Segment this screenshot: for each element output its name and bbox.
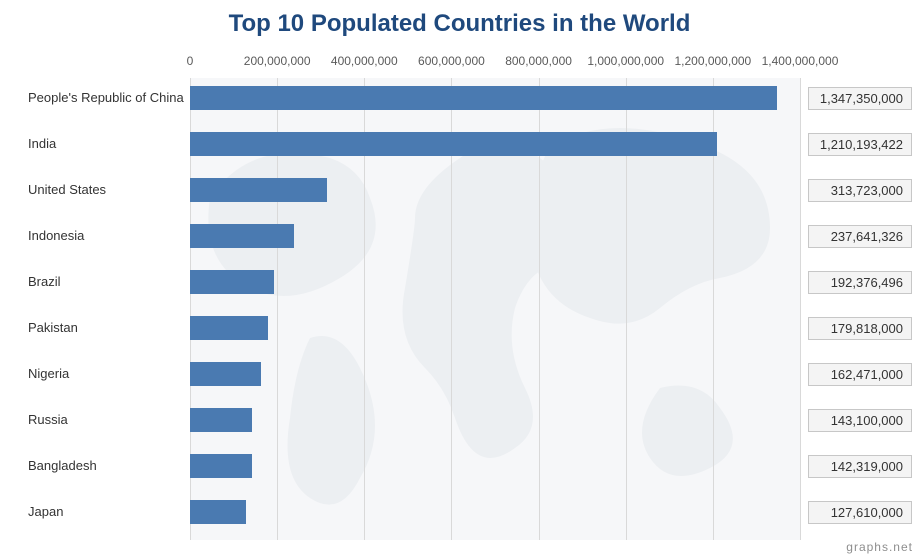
bar [190, 178, 327, 202]
value-box: 143,100,000 [808, 409, 912, 432]
value-box: 162,471,000 [808, 363, 912, 386]
bar [190, 86, 777, 110]
value-box: 192,376,496 [808, 271, 912, 294]
category-label: Brazil [28, 274, 61, 289]
value-box: 179,818,000 [808, 317, 912, 340]
x-tick-label: 600,000,000 [418, 54, 485, 68]
category-label: India [28, 136, 56, 151]
value-box: 237,641,326 [808, 225, 912, 248]
bar [190, 224, 294, 248]
bar-row [190, 454, 800, 478]
bar-row [190, 316, 800, 340]
category-label: Bangladesh [28, 458, 97, 473]
x-tick-label: 0 [187, 54, 194, 68]
bar [190, 500, 246, 524]
bar [190, 270, 274, 294]
value-box: 1,210,193,422 [808, 133, 912, 156]
bar-row [190, 408, 800, 432]
category-label: Nigeria [28, 366, 69, 381]
bar [190, 362, 261, 386]
bar-row [190, 178, 800, 202]
value-box: 313,723,000 [808, 179, 912, 202]
bar-row [190, 132, 800, 156]
bar [190, 132, 717, 156]
x-tick-label: 1,000,000,000 [587, 54, 664, 68]
bar [190, 454, 252, 478]
category-label: Indonesia [28, 228, 84, 243]
x-tick-label: 400,000,000 [331, 54, 398, 68]
plot-area: 0200,000,000400,000,000600,000,000800,00… [190, 78, 800, 540]
bar-row [190, 500, 800, 524]
x-tick-label: 800,000,000 [505, 54, 572, 68]
bar [190, 408, 252, 432]
chart-title: Top 10 Populated Countries in the World [0, 10, 919, 38]
category-label: People's Republic of China [28, 90, 184, 105]
x-tick-label: 1,200,000,000 [674, 54, 751, 68]
footer-attribution: graphs.net [846, 540, 913, 554]
bar-row [190, 362, 800, 386]
category-label: Pakistan [28, 320, 78, 335]
category-label: United States [28, 182, 106, 197]
x-tick-label: 200,000,000 [244, 54, 311, 68]
bar [190, 316, 268, 340]
bar-row [190, 224, 800, 248]
category-label: Japan [28, 504, 63, 519]
bar-row [190, 270, 800, 294]
value-box: 127,610,000 [808, 501, 912, 524]
bar-row [190, 86, 800, 110]
x-tick-label: 1,400,000,000 [762, 54, 839, 68]
value-box: 1,347,350,000 [808, 87, 912, 110]
value-box: 142,319,000 [808, 455, 912, 478]
x-gridline [800, 78, 801, 540]
category-label: Russia [28, 412, 68, 427]
